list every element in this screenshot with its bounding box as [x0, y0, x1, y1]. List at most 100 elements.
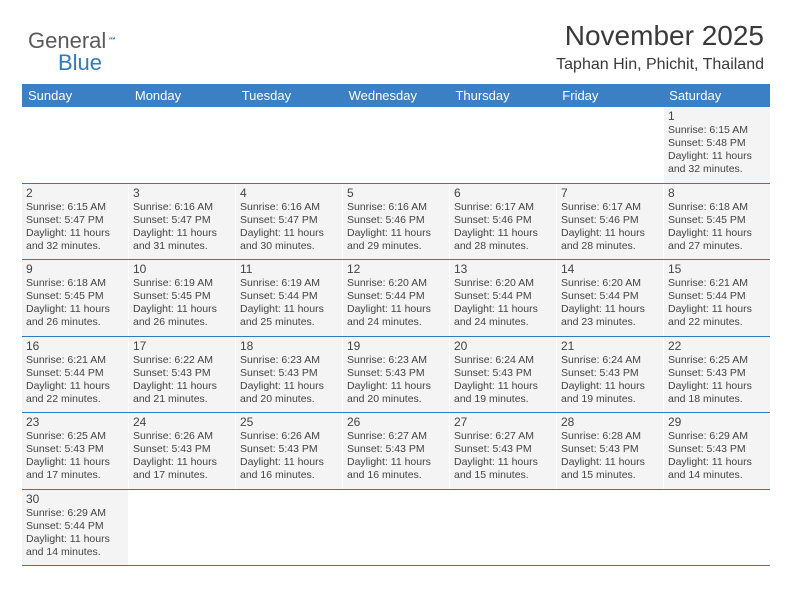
- calendar-row: 23Sunrise: 6:25 AMSunset: 5:43 PMDayligh…: [22, 413, 770, 490]
- calendar-row: 2Sunrise: 6:15 AMSunset: 5:47 PMDaylight…: [22, 184, 770, 261]
- day-number: 21: [561, 339, 659, 353]
- sunrise-line: Sunrise: 6:25 AM: [26, 430, 124, 443]
- day-header-monday: Monday: [129, 84, 236, 107]
- calendar-cell-empty: [343, 107, 450, 183]
- sunrise-line: Sunrise: 6:28 AM: [561, 430, 659, 443]
- calendar-cell: 5Sunrise: 6:16 AMSunset: 5:46 PMDaylight…: [343, 184, 450, 260]
- day-header-friday: Friday: [556, 84, 663, 107]
- day-number: 3: [133, 186, 231, 200]
- day-number: 13: [454, 262, 552, 276]
- daylight-line: Daylight: 11 hours and 21 minutes.: [133, 380, 231, 406]
- day-header-tuesday: Tuesday: [236, 84, 343, 107]
- calendar-cell: 20Sunrise: 6:24 AMSunset: 5:43 PMDayligh…: [450, 337, 557, 413]
- sunset-line: Sunset: 5:43 PM: [347, 443, 445, 456]
- day-number: 20: [454, 339, 552, 353]
- calendar-row: 30Sunrise: 6:29 AMSunset: 5:44 PMDayligh…: [22, 490, 770, 567]
- header-right: November 2025 Taphan Hin, Phichit, Thail…: [556, 20, 764, 74]
- sunset-line: Sunset: 5:44 PM: [26, 520, 124, 533]
- sunrise-line: Sunrise: 6:27 AM: [347, 430, 445, 443]
- sunrise-line: Sunrise: 6:24 AM: [561, 354, 659, 367]
- sunset-line: Sunset: 5:48 PM: [668, 137, 766, 150]
- calendar-cell: 3Sunrise: 6:16 AMSunset: 5:47 PMDaylight…: [129, 184, 236, 260]
- day-header-thursday: Thursday: [449, 84, 556, 107]
- calendar-cell: 12Sunrise: 6:20 AMSunset: 5:44 PMDayligh…: [343, 260, 450, 336]
- sunrise-line: Sunrise: 6:15 AM: [26, 201, 124, 214]
- sunset-line: Sunset: 5:43 PM: [133, 443, 231, 456]
- logo-text-blue: Blue: [58, 50, 102, 75]
- day-number: 5: [347, 186, 445, 200]
- daylight-line: Daylight: 11 hours and 31 minutes.: [133, 227, 231, 253]
- calendar-cell: 25Sunrise: 6:26 AMSunset: 5:43 PMDayligh…: [236, 413, 343, 489]
- day-number: 26: [347, 415, 445, 429]
- daylight-line: Daylight: 11 hours and 29 minutes.: [347, 227, 445, 253]
- calendar-cell: 18Sunrise: 6:23 AMSunset: 5:43 PMDayligh…: [236, 337, 343, 413]
- sunrise-line: Sunrise: 6:17 AM: [454, 201, 552, 214]
- day-number: 27: [454, 415, 552, 429]
- day-number: 9: [26, 262, 124, 276]
- calendar-cell: 7Sunrise: 6:17 AMSunset: 5:46 PMDaylight…: [557, 184, 664, 260]
- day-number: 18: [240, 339, 338, 353]
- sunrise-line: Sunrise: 6:29 AM: [668, 430, 766, 443]
- sunrise-line: Sunrise: 6:19 AM: [133, 277, 231, 290]
- sunset-line: Sunset: 5:44 PM: [561, 290, 659, 303]
- sunset-line: Sunset: 5:45 PM: [668, 214, 766, 227]
- day-number: 10: [133, 262, 231, 276]
- calendar-cell-empty: [343, 490, 450, 566]
- calendar-cell-empty: [236, 490, 343, 566]
- day-number: 19: [347, 339, 445, 353]
- sunset-line: Sunset: 5:43 PM: [668, 367, 766, 380]
- calendar-cell-empty: [450, 490, 557, 566]
- sunset-line: Sunset: 5:43 PM: [240, 443, 338, 456]
- sunrise-line: Sunrise: 6:16 AM: [240, 201, 338, 214]
- daylight-line: Daylight: 11 hours and 23 minutes.: [561, 303, 659, 329]
- day-header-sunday: Sunday: [22, 84, 129, 107]
- daylight-line: Daylight: 11 hours and 22 minutes.: [668, 303, 766, 329]
- sunrise-line: Sunrise: 6:15 AM: [668, 124, 766, 137]
- daylight-line: Daylight: 11 hours and 15 minutes.: [561, 456, 659, 482]
- calendar-cell-empty: [557, 107, 664, 183]
- sunrise-line: Sunrise: 6:21 AM: [668, 277, 766, 290]
- sunset-line: Sunset: 5:43 PM: [26, 443, 124, 456]
- day-number: 25: [240, 415, 338, 429]
- day-number: 29: [668, 415, 766, 429]
- daylight-line: Daylight: 11 hours and 18 minutes.: [668, 380, 766, 406]
- calendar-cell: 13Sunrise: 6:20 AMSunset: 5:44 PMDayligh…: [450, 260, 557, 336]
- calendar-cell: 19Sunrise: 6:23 AMSunset: 5:43 PMDayligh…: [343, 337, 450, 413]
- daylight-line: Daylight: 11 hours and 14 minutes.: [668, 456, 766, 482]
- daylight-line: Daylight: 11 hours and 24 minutes.: [454, 303, 552, 329]
- sunrise-line: Sunrise: 6:16 AM: [347, 201, 445, 214]
- sunset-line: Sunset: 5:43 PM: [668, 443, 766, 456]
- calendar-cell: 29Sunrise: 6:29 AMSunset: 5:43 PMDayligh…: [664, 413, 770, 489]
- day-number: 17: [133, 339, 231, 353]
- sunset-line: Sunset: 5:44 PM: [668, 290, 766, 303]
- sunrise-line: Sunrise: 6:29 AM: [26, 507, 124, 520]
- daylight-line: Daylight: 11 hours and 25 minutes.: [240, 303, 338, 329]
- calendar-row: 16Sunrise: 6:21 AMSunset: 5:44 PMDayligh…: [22, 337, 770, 414]
- day-number: 15: [668, 262, 766, 276]
- sunrise-line: Sunrise: 6:26 AM: [240, 430, 338, 443]
- sunrise-line: Sunrise: 6:18 AM: [668, 201, 766, 214]
- sunset-line: Sunset: 5:43 PM: [240, 367, 338, 380]
- calendar-cell: 9Sunrise: 6:18 AMSunset: 5:45 PMDaylight…: [22, 260, 129, 336]
- calendar-cell: 8Sunrise: 6:18 AMSunset: 5:45 PMDaylight…: [664, 184, 770, 260]
- sunset-line: Sunset: 5:44 PM: [240, 290, 338, 303]
- sunrise-line: Sunrise: 6:23 AM: [240, 354, 338, 367]
- daylight-line: Daylight: 11 hours and 17 minutes.: [26, 456, 124, 482]
- day-number: 1: [668, 109, 766, 123]
- sunrise-line: Sunrise: 6:17 AM: [561, 201, 659, 214]
- sunrise-line: Sunrise: 6:27 AM: [454, 430, 552, 443]
- sunset-line: Sunset: 5:43 PM: [133, 367, 231, 380]
- daylight-line: Daylight: 11 hours and 27 minutes.: [668, 227, 766, 253]
- day-number: 16: [26, 339, 124, 353]
- day-number: 8: [668, 186, 766, 200]
- day-number: 11: [240, 262, 338, 276]
- daylight-line: Daylight: 11 hours and 30 minutes.: [240, 227, 338, 253]
- daylight-line: Daylight: 11 hours and 24 minutes.: [347, 303, 445, 329]
- sunset-line: Sunset: 5:47 PM: [240, 214, 338, 227]
- calendar-cell-empty: [236, 107, 343, 183]
- day-number: 24: [133, 415, 231, 429]
- daylight-line: Daylight: 11 hours and 22 minutes.: [26, 380, 124, 406]
- calendar: SundayMondayTuesdayWednesdayThursdayFrid…: [22, 84, 770, 566]
- day-number: 22: [668, 339, 766, 353]
- sunset-line: Sunset: 5:46 PM: [347, 214, 445, 227]
